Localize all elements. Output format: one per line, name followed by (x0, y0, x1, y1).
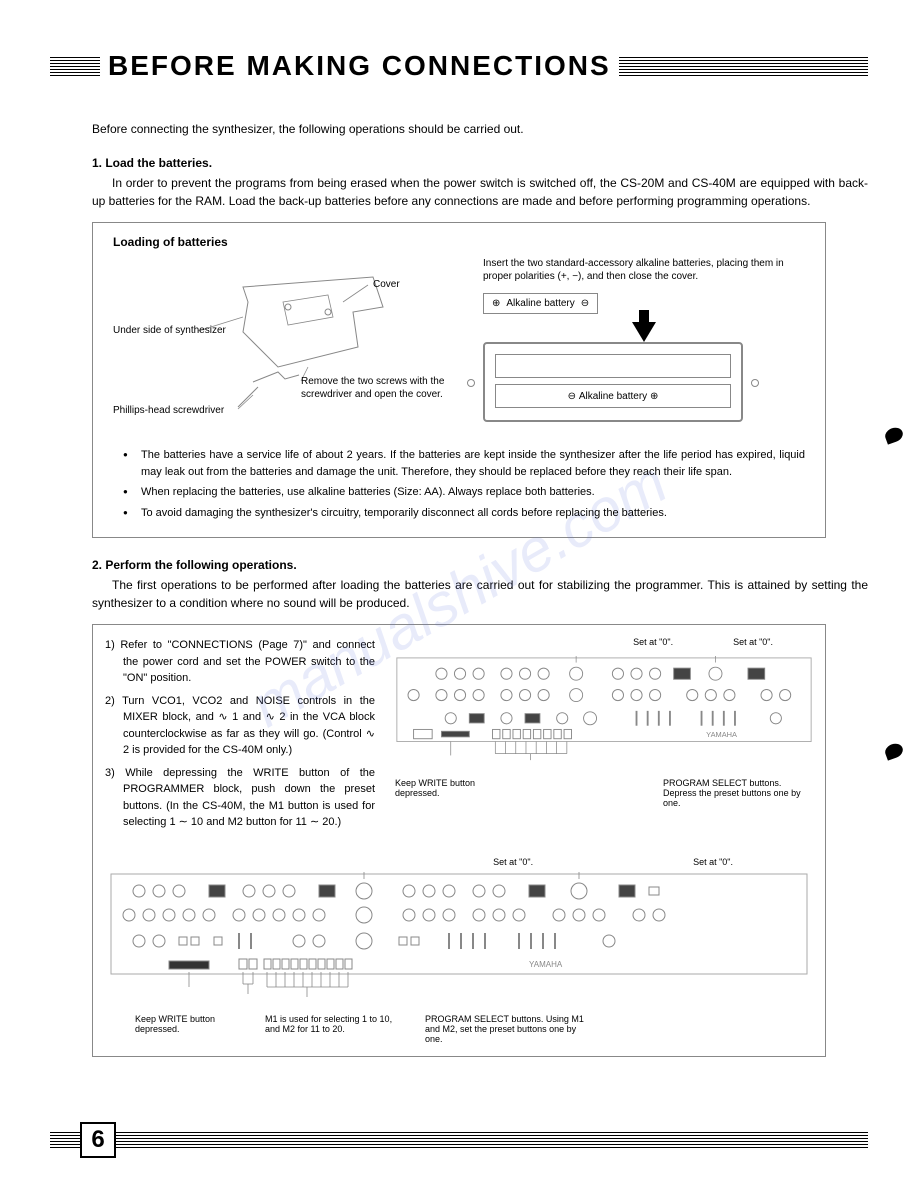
step-item: 3) While depressing the WRITE button of … (105, 765, 375, 831)
panel-diagram-bottom: Set at "0". Set at "0". (105, 857, 813, 1044)
phillips-label: Phillips-head screwdriver (113, 405, 224, 416)
section-2-text: The first operations to be performed aft… (50, 576, 868, 612)
control-panel-svg-top: YAMAHA (395, 649, 813, 769)
battery-compartment: ⊖ Alkaline battery ⊕ (483, 342, 743, 422)
battery-notes-list: The batteries have a service life of abo… (113, 447, 805, 521)
note-item: The batteries have a service life of abo… (123, 447, 805, 480)
note-item: To avoid damaging the synthesizer's circ… (123, 505, 805, 522)
page-tab-mark-2 (883, 741, 905, 760)
footer-rule-left (50, 1132, 80, 1148)
synth-diagram-left: Cover Under side of synthesizer Remove t… (113, 257, 453, 427)
header-rule-right (619, 57, 868, 76)
remove-screws-label: Remove the two screws with the screwdriv… (301, 375, 461, 401)
step-item: 1) Refer to "CONNECTIONS (Page 7)" and c… (105, 637, 375, 687)
insert-instruction: Insert the two standard-accessory alkali… (483, 257, 805, 283)
svg-text:YAMAHA: YAMAHA (529, 960, 563, 969)
section-1-text: In order to prevent the programs from be… (50, 174, 868, 210)
set-at-0-label: Set at "0". (733, 637, 773, 647)
section-2-heading: 2. Perform the following operations. (50, 558, 868, 572)
down-arrow-icon (632, 322, 656, 342)
footer: 6 (50, 1122, 868, 1158)
under-side-label: Under side of synthesizer (113, 325, 226, 336)
intro-paragraph: Before connecting the synthesizer, the f… (50, 122, 868, 136)
note-item: When replacing the batteries, use alkali… (123, 484, 805, 501)
header-rule-left (50, 57, 100, 76)
page-number: 6 (80, 1122, 116, 1158)
write-button-label-2: Keep WRITE button depressed. (135, 1014, 245, 1044)
page-title: BEFORE MAKING CONNECTIONS (100, 50, 619, 82)
operations-steps: 1) Refer to "CONNECTIONS (Page 7)" and c… (105, 637, 375, 837)
yamaha-logo: YAMAHA (706, 730, 737, 739)
set-at-0-label: Set at "0". (633, 637, 673, 647)
battery-box: Loading of batteries Cover Under side of (92, 222, 826, 538)
header: BEFORE MAKING CONNECTIONS (50, 50, 868, 82)
set-at-0-label: Set at "0". (693, 857, 733, 867)
cover-label: Cover (373, 279, 400, 290)
step-item: 2) Turn VCO1, VCO2 and NOISE controls in… (105, 693, 375, 759)
program-select-label: PROGRAM SELECT buttons. Depress the pres… (663, 778, 813, 808)
operations-box: 1) Refer to "CONNECTIONS (Page 7)" and c… (92, 624, 826, 1057)
synthesizer-underside-diagram (113, 257, 453, 427)
m1-m2-label: M1 is used for selecting 1 to 10, and M2… (265, 1014, 405, 1044)
battery-top-label: ⊕Alkaline battery⊖ (483, 293, 598, 314)
write-button-label: Keep WRITE button depressed. (395, 778, 515, 808)
footer-rule-right (116, 1132, 868, 1148)
page-tab-mark-1 (883, 425, 905, 444)
section-1-heading: 1. Load the batteries. (50, 156, 868, 170)
battery-insert-diagram: Insert the two standard-accessory alkali… (483, 257, 805, 427)
program-select-label-2: PROGRAM SELECT buttons. Using M1 and M2,… (425, 1014, 595, 1044)
control-panel-svg-bottom: YAMAHA (105, 869, 813, 1009)
panel-diagram-top: Set at "0". Set at "0". (395, 637, 813, 837)
box-title: Loading of batteries (113, 235, 805, 249)
set-at-0-label: Set at "0". (493, 857, 533, 867)
